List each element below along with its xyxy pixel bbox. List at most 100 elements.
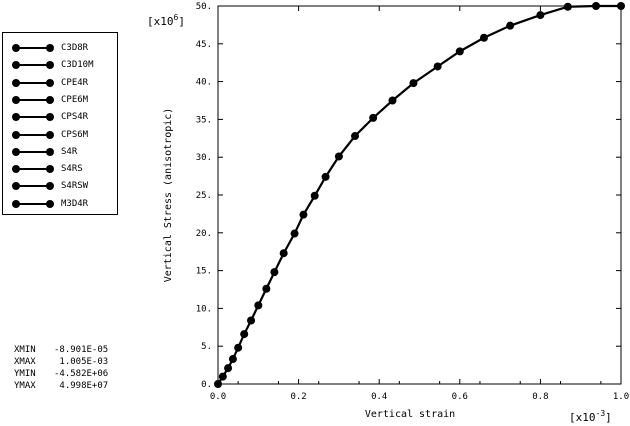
legend-swatch-marker [12, 182, 20, 191]
legend-swatch-marker [12, 130, 20, 139]
legend-item: S4RSW [3, 178, 117, 195]
legend-label: S4RSW [61, 181, 89, 192]
x-tick-label: 0.0 [210, 392, 226, 402]
y-tick-label: 10. [196, 304, 212, 314]
data-point [506, 21, 515, 30]
legend-swatch-marker [46, 165, 54, 174]
data-point [240, 330, 249, 339]
data-point [351, 132, 360, 141]
data-point [409, 79, 418, 88]
x-tick-label: 0.6 [452, 392, 468, 402]
data-point [321, 172, 330, 181]
legend-swatch-marker [46, 61, 54, 70]
legend-swatch-marker [12, 165, 20, 174]
legend-swatch [12, 78, 54, 87]
legend-label: CPE4R [61, 77, 89, 88]
y-tick-label: 30. [196, 153, 212, 163]
legend-item: CPS4R [3, 109, 117, 126]
y-axis: 0. 5. 10. 15. 20. 25. 30. 35. 40. 45. 50. [196, 2, 621, 390]
legend-item: S4RS [3, 161, 117, 178]
legend-label: S4RS [61, 164, 83, 175]
limit-row: YMIN -4.582E+06 [14, 368, 108, 380]
x-tick-label: 0.8 [532, 392, 548, 402]
data-point [247, 316, 256, 325]
legend-swatch [12, 44, 54, 52]
data-point [617, 2, 625, 10]
legend-swatch [12, 165, 54, 174]
data-point [270, 268, 279, 277]
data-point [563, 2, 572, 11]
data-point [299, 210, 308, 219]
data-point [214, 380, 222, 388]
limit-value: 4.998E+07 [54, 381, 109, 391]
legend-label: C3D8R [61, 43, 89, 53]
series-group [214, 2, 625, 388]
limit-value: 1.005E-03 [54, 357, 109, 367]
legend-swatch-marker [46, 44, 54, 52]
x-tick-label: 0.4 [371, 392, 387, 402]
limit-key: XMAX [14, 357, 36, 367]
data-point [334, 152, 343, 161]
legend-swatch [12, 113, 54, 122]
legend-item: C3D10M [3, 57, 117, 74]
axis-limits-readout: XMIN -8.901E-05 XMAX 1.005E-03 YMIN -4.582E+… [14, 344, 108, 392]
legend-item: M3D4R [3, 196, 117, 213]
legend-swatch-marker [12, 44, 20, 52]
legend-label: M3D4R [61, 198, 89, 209]
legend-item: CPE6M [3, 92, 117, 109]
legend-item: S4R [3, 144, 117, 161]
limit-key: YMIN [14, 369, 36, 379]
limit-value: -8.901E-05 [54, 345, 109, 355]
y-tick-label: 50. [196, 2, 212, 12]
x-axis-label: Vertical strain [365, 409, 455, 420]
legend-item: CPS6M [3, 127, 117, 144]
legend-swatch [12, 95, 54, 104]
y-tick-label: 15. [196, 267, 212, 277]
legend-swatch [12, 130, 54, 139]
legend-swatch-marker [12, 78, 20, 87]
legend-swatch [12, 61, 54, 70]
limit-row: XMAX 1.005E-03 [14, 356, 108, 368]
y-tick-label: 45. [196, 40, 212, 50]
legend-swatch [12, 199, 54, 208]
data-point [224, 364, 233, 373]
y-multiplier: [x106] [147, 13, 185, 28]
data-point [592, 2, 601, 10]
legend-label: S4R [61, 146, 78, 157]
limit-row: XMIN -8.901E-05 [14, 344, 108, 356]
x-multiplier: [x10-3] [569, 409, 612, 424]
data-point [310, 191, 319, 200]
data-point [455, 47, 464, 56]
limit-key: XMIN [14, 345, 36, 355]
limit-value: -4.582E+06 [54, 369, 109, 379]
data-point [254, 301, 263, 310]
data-point [536, 11, 545, 20]
x-tick-label: 1.0 [613, 392, 629, 402]
legend-label: C3D10M [61, 60, 94, 71]
legend-swatch-marker [12, 147, 20, 156]
data-point [234, 343, 243, 352]
legend-item: C3D8R [3, 40, 117, 57]
data-point [479, 33, 488, 42]
legend-swatch-marker [12, 113, 20, 122]
y-tick-label: 40. [196, 78, 212, 88]
limit-key: YMAX [14, 381, 36, 391]
legend-swatch-marker [12, 61, 20, 70]
legend-swatch-marker [46, 95, 54, 104]
legend-label: CPS6M [61, 129, 89, 140]
data-point [262, 284, 271, 293]
y-tick-label: 5. [201, 342, 212, 352]
y-tick-label: 25. [196, 191, 212, 201]
legend-swatch-marker [46, 78, 54, 87]
legend: C3D8R C3D10M CPE4R CPE6M CPS4R CPS6M S4R S4RS S4… [2, 32, 118, 215]
legend-swatch-marker [46, 182, 54, 191]
legend-label: CPS4R [61, 112, 89, 123]
data-point [290, 229, 299, 238]
series-line [217, 4, 621, 385]
legend-swatch-marker [46, 113, 54, 122]
y-tick-label: 0. [201, 380, 212, 390]
legend-swatch-marker [12, 95, 20, 104]
legend-swatch-marker [46, 147, 54, 156]
y-axis-label: Vertical Stress (anisotropic) [163, 108, 174, 283]
